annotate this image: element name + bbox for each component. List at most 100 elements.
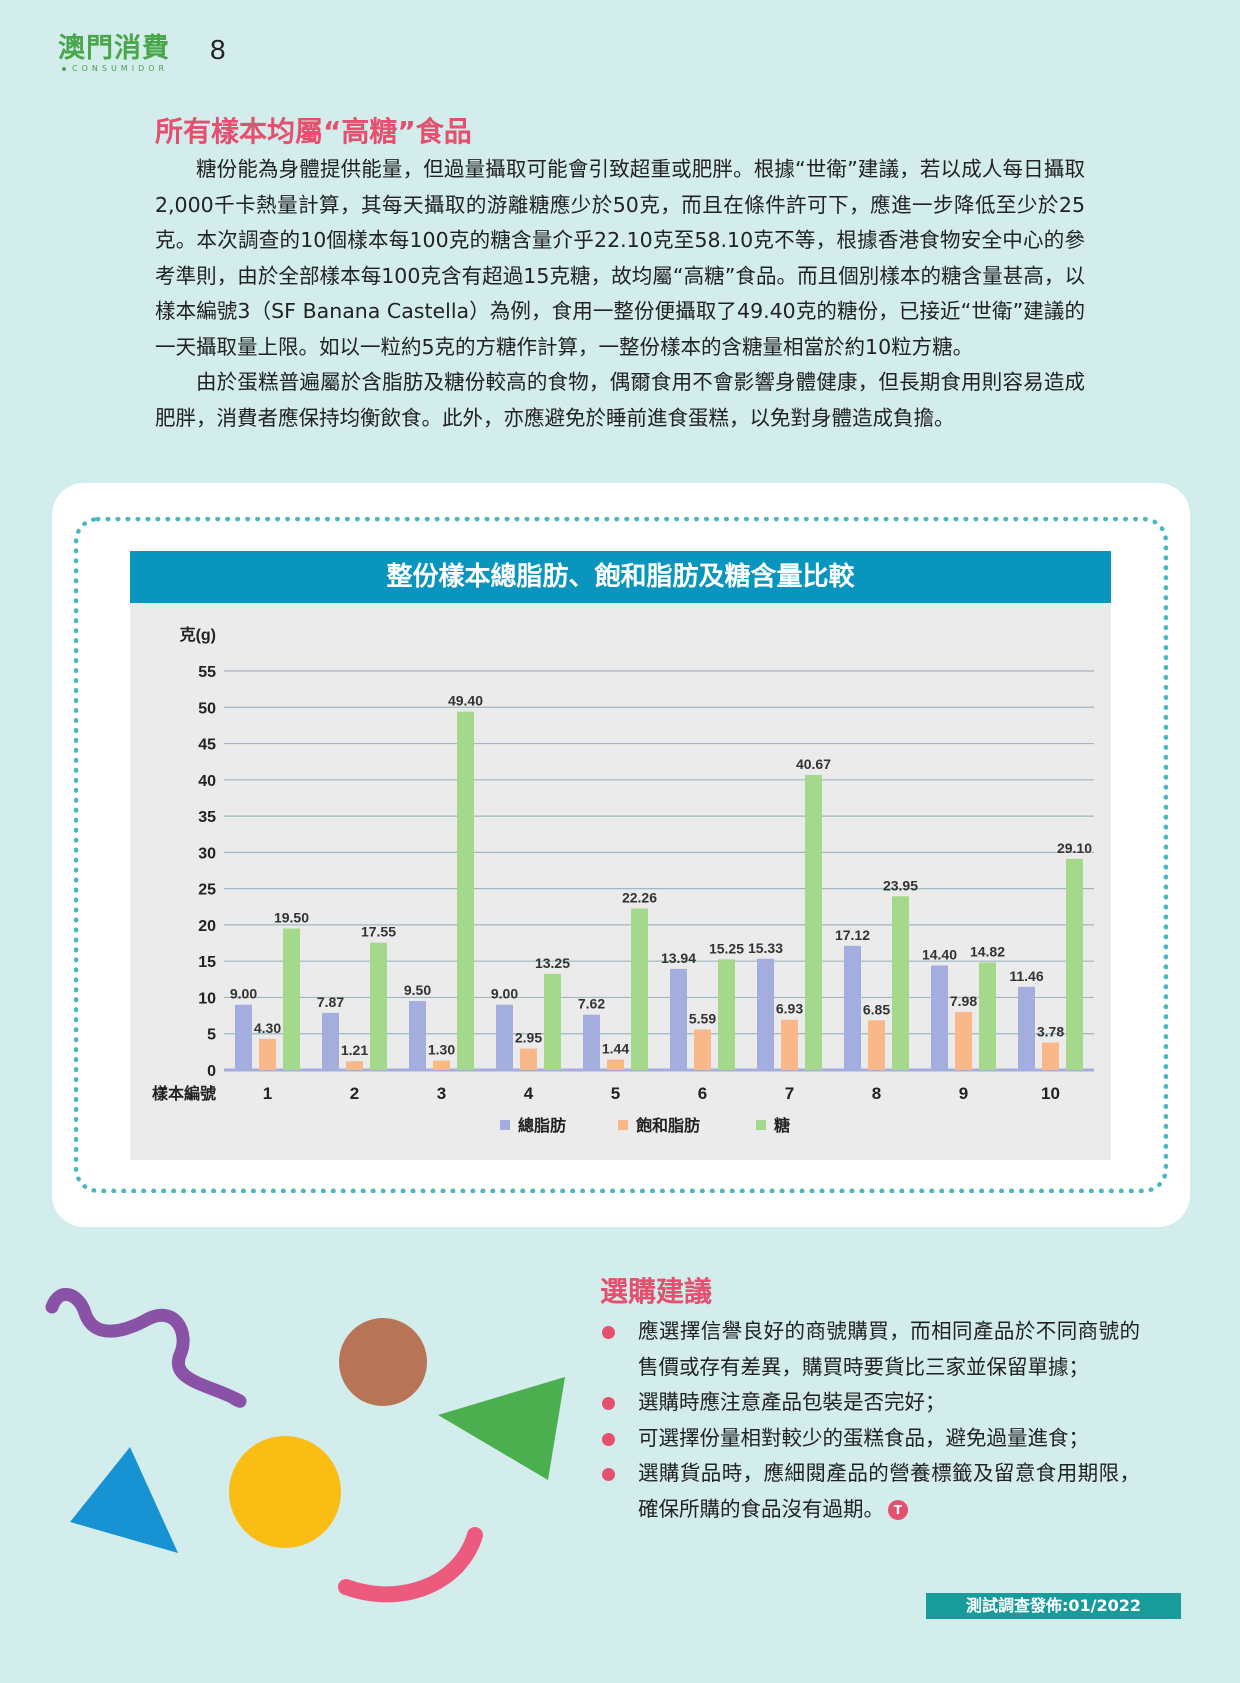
data-label: 22.26 (622, 890, 657, 906)
bar (457, 711, 474, 1070)
decorative-shapes (45, 1288, 565, 1603)
advice-item: 應選擇信譽良好的商號購買，而相同產品於不同商號的售價或存有差異，購買時要貨比三家… (600, 1314, 1140, 1385)
x-tick-label: 4 (524, 1084, 534, 1103)
data-label: 15.25 (709, 940, 744, 956)
bar (259, 1038, 276, 1070)
x-axis-label: 樣本編號 (152, 1084, 216, 1103)
advice-item: 選購貨品時，應細閱產品的營養標籤及留意食用期限，確保所購的食品沒有過期。 T (600, 1456, 1140, 1527)
y-tick-label: 55 (198, 664, 216, 681)
brown-circle-shape (339, 1318, 427, 1406)
data-label: 1.44 (602, 1041, 629, 1057)
y-tick-label: 25 (198, 882, 216, 899)
bar (544, 973, 561, 1070)
blue-triangle-shape (70, 1447, 178, 1553)
x-tick-label: 5 (611, 1084, 620, 1103)
x-tick-label: 6 (698, 1084, 707, 1103)
y-tick-label: 5 (207, 1027, 216, 1044)
data-label: 1.21 (341, 1042, 368, 1058)
data-label: 13.94 (661, 950, 696, 966)
data-label: 14.82 (970, 943, 1005, 959)
data-label: 7.87 (317, 994, 344, 1010)
legend-label: 飽和脂肪 (635, 1116, 700, 1135)
advice-item-text: 可選擇份量相對較少的蛋糕食品，避免過量進食； (638, 1425, 1089, 1450)
y-tick-label: 10 (198, 990, 216, 1007)
chart-title: 整份樣本總脂肪、飽和脂肪及糖含量比較 (130, 551, 1111, 603)
legend-swatch (756, 1120, 766, 1130)
bar (868, 1020, 885, 1070)
paragraph: 由於蛋糕普遍屬於含脂肪及糖份較高的食物，偶爾食用不會影響身體健康，但長期食用則容… (155, 370, 1085, 430)
logo-subtext: CONSUMIDOR (58, 64, 188, 73)
y-tick-label: 45 (198, 737, 216, 754)
yellow-circle-shape (229, 1436, 341, 1548)
bar (931, 965, 948, 1070)
data-label: 3.78 (1037, 1024, 1064, 1040)
dotted-border (74, 517, 1168, 1193)
release-date-badge: 測試調查發佈:01/2022 (926, 1593, 1181, 1619)
legend-swatch (618, 1120, 628, 1130)
bar (607, 1059, 624, 1070)
bar (235, 1004, 252, 1070)
bar (670, 968, 687, 1070)
y-tick-label: 15 (198, 954, 216, 971)
data-label: 23.95 (883, 877, 918, 893)
data-label: 2.95 (515, 1030, 542, 1046)
bar (718, 959, 735, 1070)
y-tick-label: 50 (198, 700, 216, 717)
advice-item-text: 選購貨品時，應細閱產品的營養標籤及留意食用期限，確保所購的食品沒有過期。 (638, 1461, 1140, 1521)
paragraph: 糖份能為身體提供能量，但過量攝取可能會引致超重或肥胖。根據“世衛”建議，若以成人… (155, 157, 1085, 359)
pink-arc-shape (338, 1527, 483, 1603)
data-label: 11.46 (1009, 968, 1043, 984)
advice-item-text: 選購時應注意產品包裝是否完好； (638, 1390, 946, 1414)
x-tick-label: 1 (263, 1084, 272, 1103)
bar (322, 1012, 339, 1070)
data-label: 17.12 (835, 927, 870, 943)
bar (781, 1019, 798, 1070)
advice-item-text: 應選擇信譽良好的商號購買，而相同產品於不同商號的售價或存有差異，購買時要貨比三家… (638, 1319, 1140, 1379)
data-label: 9.00 (230, 986, 257, 1002)
data-label: 9.00 (491, 986, 518, 1002)
bar (955, 1012, 972, 1070)
y-tick-label: 40 (198, 773, 216, 790)
bar (583, 1014, 600, 1070)
data-label: 7.62 (578, 996, 605, 1012)
bar (520, 1048, 537, 1070)
x-tick-label: 10 (1041, 1084, 1060, 1103)
purchase-advice: 選購建議 應選擇信譽良好的商號購買，而相同產品於不同商號的售價或存有差異，購買時… (600, 1270, 1140, 1527)
legend-swatch (500, 1120, 510, 1130)
y-tick-label: 35 (198, 809, 216, 826)
y-tick-label: 20 (198, 918, 216, 935)
page-number: 8 (210, 34, 226, 65)
data-label: 5.59 (689, 1010, 716, 1026)
x-tick-label: 9 (959, 1084, 968, 1103)
data-label: 14.40 (922, 947, 957, 963)
data-label: 19.50 (274, 910, 309, 926)
data-label: 6.85 (863, 1001, 890, 1017)
x-tick-label: 8 (872, 1084, 881, 1103)
bar (1018, 986, 1035, 1070)
advice-item: 可選擇份量相對較少的蛋糕食品，避免過量進食； (600, 1421, 1140, 1457)
section-title: 所有樣本均屬“高糖”食品 (155, 115, 472, 148)
data-label: 49.40 (448, 693, 483, 709)
chart-panel: 0 5 10 15 20 25 30 35 40 45 50 55 克(g) 樣本編號 9.00 4.30 19… (130, 551, 1111, 1160)
advice-list: 應選擇信譽良好的商號購買，而相同產品於不同商號的售價或存有差異，購買時要貨比三家… (600, 1314, 1140, 1527)
data-label: 40.67 (796, 756, 831, 772)
y-tick-label: 0 (207, 1063, 216, 1080)
bar (283, 928, 300, 1070)
data-label: 9.50 (404, 982, 431, 998)
data-label: 29.10 (1057, 840, 1092, 856)
x-tick-label: 2 (350, 1084, 359, 1103)
x-tick-label: 3 (437, 1084, 446, 1103)
bar (694, 1029, 711, 1070)
data-label: 13.25 (535, 955, 570, 971)
legend-label: 總脂肪 (518, 1116, 566, 1135)
y-axis-label: 克(g) (180, 625, 216, 644)
bar (631, 908, 648, 1070)
green-triangle-shape (438, 1377, 565, 1480)
bar (1066, 858, 1083, 1070)
data-label: 17.55 (361, 924, 396, 940)
y-tick-label: 30 (198, 845, 216, 862)
x-tick-label: 7 (785, 1084, 794, 1103)
advice-title: 選購建議 (600, 1275, 713, 1308)
bar (433, 1060, 450, 1070)
bar-chart: 0510152025303540455055克(g)樣本編號9.004.3019… (152, 625, 1094, 1135)
